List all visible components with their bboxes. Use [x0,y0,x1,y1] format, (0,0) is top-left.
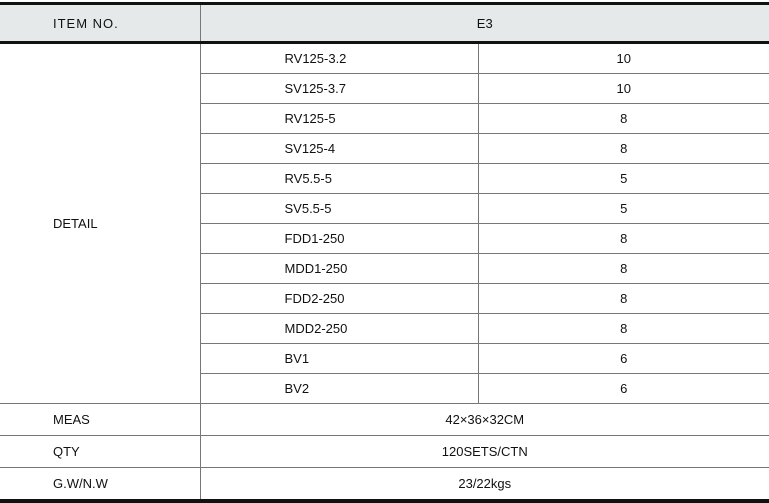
weight-row: G.W/N.W 23/22kgs [0,467,769,503]
qty-value: 120SETS/CTN [199,435,769,468]
part-name: SV125-4 [200,133,479,164]
part-qty: 8 [477,223,769,254]
part-qty: 8 [477,313,769,344]
detail-row: SV125-4 8 [0,133,769,164]
part-qty: 8 [477,283,769,314]
item-no-label: ITEM NO. [0,2,201,44]
detail-row: FDD2-250 8 [0,283,769,314]
meas-value: 42×36×32CM [199,403,769,436]
part-name: FDD2-250 [200,283,479,314]
part-qty: 5 [477,193,769,224]
part-name: RV5.5-5 [200,163,479,194]
meas-row: MEAS 42×36×32CM [0,403,769,436]
part-qty: 5 [477,163,769,194]
qty-row: QTY 120SETS/CTN [0,435,769,468]
part-name: RV125-3.2 [199,42,479,74]
part-name: SV5.5-5 [200,193,479,224]
detail-row: FDD1-250 8 [0,223,769,254]
item-no-value: E3 [199,2,769,44]
detail-row: BV2 6 [0,373,769,404]
detail-row: DETAIL RV125-3.2 10 [0,42,769,404]
qty-label: QTY [0,435,201,468]
weight-label: G.W/N.W [0,467,201,503]
detail-row: SV125-3.7 10 [0,73,769,104]
header-row: ITEM NO. E3 [0,2,769,44]
weight-value: 23/22kgs [199,467,769,503]
part-name: BV1 [200,343,479,374]
part-name: BV2 [200,373,479,404]
part-name: MDD1-250 [200,253,479,284]
part-qty: 10 [477,42,769,74]
detail-row: BV1 6 [0,343,769,374]
part-qty: 6 [477,343,769,374]
meas-label: MEAS [0,403,201,436]
part-qty: 6 [477,373,769,404]
detail-row: MDD1-250 8 [0,253,769,284]
part-name: MDD2-250 [200,313,479,344]
part-name: SV125-3.7 [200,73,479,104]
detail-row: SV5.5-5 5 [0,193,769,224]
part-qty: 10 [477,73,769,104]
part-name: RV125-5 [200,103,479,134]
part-qty: 8 [477,253,769,284]
part-name: FDD1-250 [200,223,479,254]
part-qty: 8 [477,133,769,164]
detail-row: RV5.5-5 5 [0,163,769,194]
detail-label: DETAIL [0,42,201,404]
part-qty: 8 [477,103,769,134]
